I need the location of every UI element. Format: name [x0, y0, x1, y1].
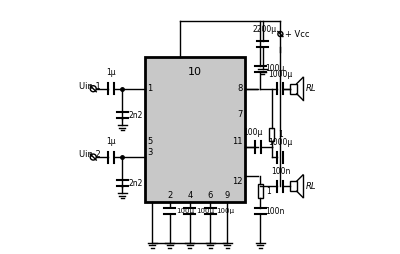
Text: 11: 11 — [232, 137, 243, 147]
Bar — [145, 57, 245, 202]
Text: 5: 5 — [147, 137, 152, 147]
Text: 2: 2 — [167, 191, 172, 200]
Text: 8: 8 — [237, 84, 243, 93]
Bar — [290, 84, 297, 94]
Text: 1µ: 1µ — [106, 68, 116, 77]
Text: 9: 9 — [224, 191, 230, 200]
Text: 4: 4 — [187, 191, 192, 200]
Text: Uin 1: Uin 1 — [80, 82, 101, 91]
Text: 100µ: 100µ — [243, 128, 262, 137]
Text: 6: 6 — [207, 191, 213, 200]
Text: 100n: 100n — [271, 167, 290, 176]
Text: 100µ: 100µ — [176, 208, 194, 214]
Text: RL: RL — [306, 84, 316, 93]
Bar — [269, 128, 274, 141]
Text: 1µ: 1µ — [106, 137, 116, 146]
Text: 1: 1 — [278, 130, 283, 139]
Text: 1: 1 — [147, 84, 152, 93]
Text: 1: 1 — [266, 187, 271, 196]
Text: 1000µ: 1000µ — [268, 70, 292, 79]
Text: 100µ: 100µ — [216, 208, 234, 214]
Text: 12: 12 — [232, 177, 243, 186]
Text: 100n: 100n — [265, 207, 285, 216]
Bar — [290, 181, 297, 191]
Text: 3: 3 — [147, 148, 153, 156]
Text: 2n2: 2n2 — [128, 110, 143, 120]
Text: 1000µ: 1000µ — [268, 138, 292, 147]
Text: + Vcc: + Vcc — [286, 29, 310, 39]
Bar — [258, 184, 263, 198]
Text: 100µ: 100µ — [196, 208, 214, 214]
Text: 7: 7 — [237, 110, 243, 119]
Text: 2n2: 2n2 — [128, 179, 143, 188]
Text: 2200µ: 2200µ — [253, 25, 277, 34]
Text: RL: RL — [306, 182, 316, 191]
Text: Uin 2: Uin 2 — [80, 150, 101, 159]
Text: 100µ: 100µ — [265, 64, 285, 73]
Text: 10: 10 — [188, 67, 202, 77]
